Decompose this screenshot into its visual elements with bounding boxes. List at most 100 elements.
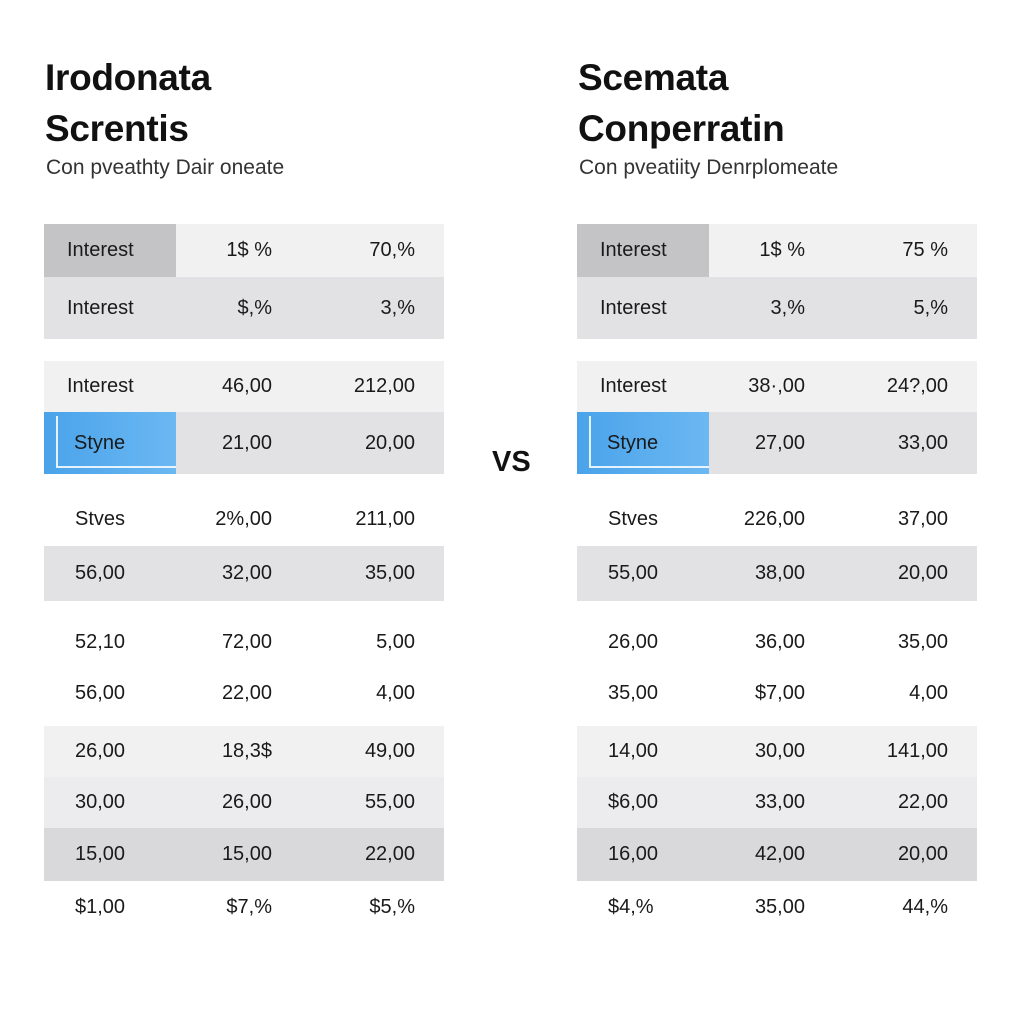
row-label: 35,00 <box>608 681 659 704</box>
table-row: 52,10 72,00 5,00 <box>44 616 444 668</box>
row-value-2: $5,% <box>369 895 415 918</box>
row-label: Interest <box>67 375 134 397</box>
row-value-1: 35,00 <box>754 895 805 918</box>
row-label: Interest <box>67 296 134 319</box>
table-row: Interest 3,% 5,% <box>577 277 977 339</box>
row-value-1: 32,00 <box>221 562 272 584</box>
table-row: 55,00 38,00 20,00 <box>577 546 977 601</box>
row-value-1: $7,% <box>226 895 272 918</box>
table-row: $4,% 35,00 44,% <box>577 881 977 933</box>
row-value-2: 70,% <box>369 239 415 261</box>
row-value-2: 141,00 <box>886 740 948 762</box>
row-label: Interest <box>67 239 134 261</box>
row-value-2: 35,00 <box>897 630 948 653</box>
row-value-2: 211,00 <box>355 507 415 530</box>
table-row: 26,00 18,3$ 49,00 <box>44 726 444 777</box>
right-subtitle: Con pveatiity Denrplomeate <box>579 156 839 179</box>
table-row: Styne 21,00 20,00 <box>44 412 444 474</box>
row-value-1: 72,00 <box>221 630 272 653</box>
row-value-2: 44,% <box>902 895 948 918</box>
table-row: Interest 1$ % 70,% <box>44 224 444 277</box>
table-row: Interest $,% 3,% <box>44 277 444 339</box>
table-row: Styne 27,00 33,00 <box>577 412 977 474</box>
row-value-1: 26,00 <box>221 791 272 813</box>
row-value-1: $7,00 <box>754 681 805 704</box>
row-value-1: 1$ % <box>226 239 272 261</box>
right-title: Scemata Conperratin <box>578 52 998 154</box>
row-label: 15,00 <box>75 843 126 865</box>
row-value-1: 2%,00 <box>215 507 272 530</box>
table-row: Interest 38·,00 24?,00 <box>577 361 977 412</box>
row-value-2: 5,00 <box>376 630 415 653</box>
table-row: 30,00 26,00 55,00 <box>44 777 444 828</box>
row-label: 26,00 <box>608 630 659 653</box>
row-value-2: 22,00 <box>364 843 415 865</box>
row-value-2: 212,00 <box>353 375 415 397</box>
left-title-line-2: Screntis <box>45 108 189 149</box>
row-value-1: 27,00 <box>754 431 805 454</box>
row-label: Styne <box>607 431 659 454</box>
row-label: Interest <box>600 375 667 397</box>
table-row: 15,00 15,00 22,00 <box>44 828 444 881</box>
row-value-1: 38·,00 <box>748 375 805 397</box>
row-value-1: 36,00 <box>754 630 805 653</box>
row-value-1: $,% <box>237 296 272 319</box>
table-row: 35,00 $7,00 4,00 <box>577 668 977 718</box>
row-label: Stves <box>608 507 659 530</box>
row-value-2: 20,00 <box>364 431 415 454</box>
row-value-1: 3,% <box>770 296 805 319</box>
row-value-2: 20,00 <box>897 843 948 865</box>
row-label: 56,00 <box>75 681 126 704</box>
row-value-1: 38,00 <box>754 562 805 584</box>
row-value-2: 75 % <box>902 239 948 261</box>
highlight-cell <box>577 412 709 474</box>
row-label: Styne <box>74 431 126 454</box>
row-value-2: 55,00 <box>364 791 415 813</box>
right-title-line-2: Conperratin <box>578 108 785 149</box>
row-value-1: 18,3$ <box>221 740 272 762</box>
row-label: $1,00 <box>75 895 126 918</box>
table-row: 56,00 32,00 35,00 <box>44 546 444 601</box>
row-value-2: 35,00 <box>364 562 415 584</box>
row-value-1: 42,00 <box>754 843 805 865</box>
table-row: 26,00 36,00 35,00 <box>577 616 977 668</box>
left-title: Irodonata Screntis <box>45 52 465 154</box>
row-label: 56,00 <box>75 562 126 584</box>
row-label: $6,00 <box>608 791 659 813</box>
row-value-1: 33,00 <box>754 791 805 813</box>
row-value-2: 37,00 <box>897 507 948 530</box>
table-row: $1,00 $7,% $5,% <box>44 881 444 933</box>
vs-label: VS <box>492 446 531 478</box>
table-row: 14,00 30,00 141,00 <box>577 726 977 777</box>
row-value-1: 30,00 <box>754 740 805 762</box>
right-title-line-1: Scemata <box>578 57 729 98</box>
table-row: 16,00 42,00 20,00 <box>577 828 977 881</box>
row-label: 14,00 <box>608 740 659 762</box>
table-row: Interest 46,00 212,00 <box>44 361 444 412</box>
table-row: Stves 2%,00 211,00 <box>44 492 444 546</box>
row-value-2: 49,00 <box>364 740 415 762</box>
row-value-2: 20,00 <box>897 562 948 584</box>
table-row: Interest 1$ % 75 % <box>577 224 977 277</box>
row-value-2: 4,00 <box>376 681 415 704</box>
row-value-1: 1$ % <box>759 239 805 261</box>
row-label: 30,00 <box>75 791 126 813</box>
row-value-1: 22,00 <box>221 681 272 704</box>
row-label: Stves <box>75 507 126 530</box>
left-title-line-1: Irodonata <box>45 57 211 98</box>
row-value-2: 33,00 <box>897 431 948 454</box>
row-label: Interest <box>600 239 667 261</box>
row-label: 55,00 <box>608 562 659 584</box>
row-value-1: 21,00 <box>221 431 272 454</box>
row-value-2: 24?,00 <box>886 375 948 397</box>
row-label: 16,00 <box>608 843 659 865</box>
left-subtitle: Con pveathty Dair oneate <box>46 156 285 179</box>
row-label: $4,% <box>608 895 654 918</box>
row-value-2: 5,% <box>913 296 948 319</box>
row-value-2: 4,00 <box>909 681 948 704</box>
row-label: Interest <box>600 296 667 319</box>
row-value-1: 15,00 <box>221 843 272 865</box>
row-value-1: 46,00 <box>221 375 272 397</box>
table-row: Stves 226,00 37,00 <box>577 492 977 546</box>
highlight-cell <box>44 412 176 474</box>
